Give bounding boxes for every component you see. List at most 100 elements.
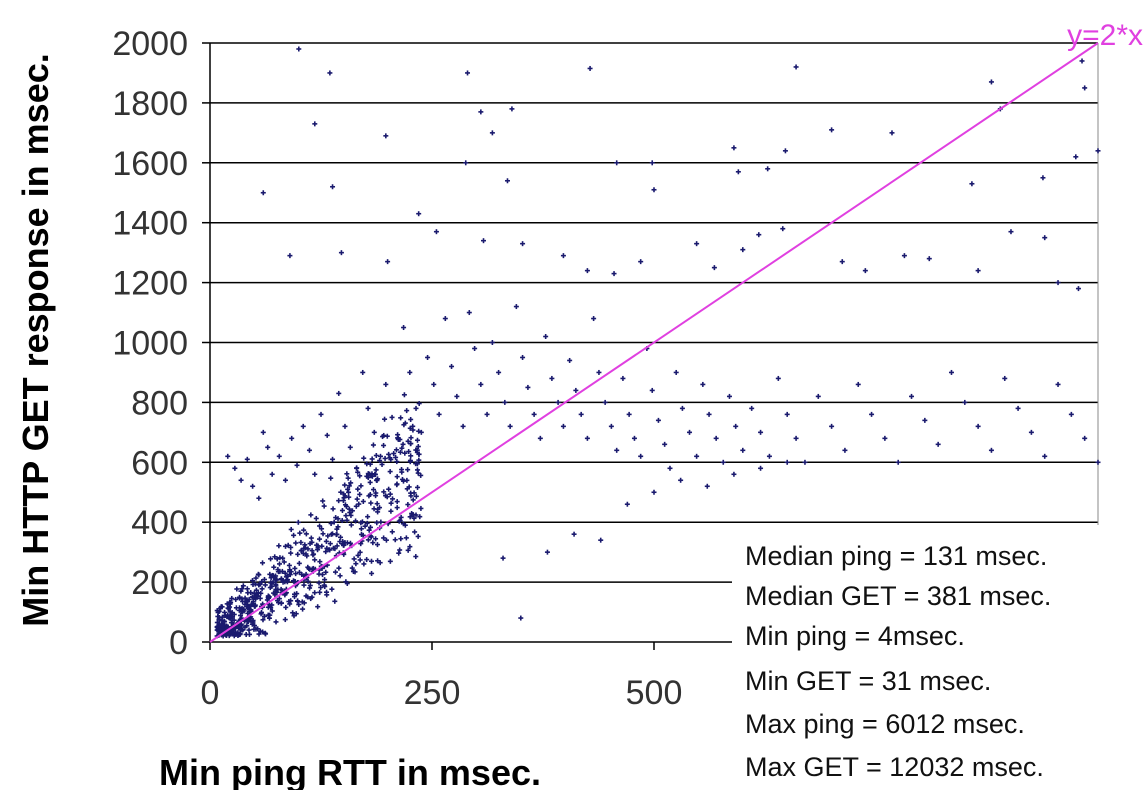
data-point: [342, 502, 348, 508]
data-point: [740, 247, 746, 253]
data-point: [399, 469, 405, 475]
stat-max-ping: Max ping = 6012 msec.: [745, 709, 1025, 739]
data-point: [229, 630, 235, 636]
data-point: [312, 471, 318, 477]
data-point: [253, 592, 259, 598]
data-point: [463, 160, 469, 166]
data-point: [383, 133, 389, 139]
data-point: [364, 473, 370, 479]
data-point: [265, 444, 271, 450]
data-point: [333, 569, 339, 575]
data-point: [348, 480, 354, 486]
data-point: [360, 498, 366, 504]
data-point: [679, 405, 685, 411]
data-point: [720, 459, 726, 465]
data-point: [687, 429, 693, 435]
data-point: [265, 593, 271, 599]
data-point: [276, 543, 282, 549]
data-point: [294, 462, 300, 468]
data-point: [740, 447, 746, 453]
data-point: [335, 524, 341, 530]
data-point: [839, 259, 845, 265]
y-axis-title: Min HTTP GET response in msec.: [15, 53, 56, 626]
data-point: [381, 489, 387, 495]
data-point: [460, 423, 466, 429]
data-point: [591, 316, 597, 322]
data-point: [1008, 229, 1014, 235]
data-point: [357, 473, 363, 479]
x-tick-label: 250: [404, 674, 461, 712]
data-point: [1040, 175, 1046, 181]
data-point: [342, 482, 348, 488]
y-tick-label: 1400: [112, 205, 188, 243]
data-point: [397, 517, 403, 523]
data-point: [1095, 459, 1101, 465]
data-point: [277, 555, 283, 561]
data-point: [638, 453, 644, 459]
data-point: [406, 449, 412, 455]
data-point: [394, 474, 400, 480]
data-point: [250, 483, 256, 489]
data-point: [525, 384, 531, 390]
data-point: [255, 626, 261, 632]
data-point: [584, 435, 590, 441]
data-point: [278, 577, 284, 583]
data-point: [975, 423, 981, 429]
data-point: [587, 65, 593, 71]
data-point: [261, 576, 267, 582]
data-point: [398, 514, 404, 520]
data-point: [484, 411, 490, 417]
data-point: [249, 621, 255, 627]
data-point: [259, 609, 265, 615]
data-point: [694, 241, 700, 247]
data-point: [301, 527, 307, 533]
data-point: [549, 375, 555, 381]
data-point: [417, 514, 423, 520]
data-point: [394, 481, 400, 487]
data-point: [358, 483, 364, 489]
data-point: [975, 268, 981, 274]
data-point: [408, 493, 414, 499]
data-point: [513, 304, 519, 310]
data-point: [386, 451, 392, 457]
data-point: [312, 557, 318, 563]
data-point: [793, 435, 799, 441]
tick-labels: 0 200 400 600 800 1000 1200 1400 1600 1800 2000 0 25…: [112, 25, 682, 712]
data-point: [571, 531, 577, 537]
data-point: [375, 558, 381, 564]
data-point: [230, 614, 236, 620]
data-point: [328, 521, 334, 527]
data-point: [608, 423, 614, 429]
data-point: [518, 615, 524, 621]
data-point: [496, 369, 502, 375]
data-point: [357, 491, 363, 497]
data-point: [239, 586, 245, 592]
data-point: [1042, 453, 1048, 459]
y-tick-label: 1000: [112, 325, 188, 363]
data-point: [257, 628, 263, 634]
data-point: [749, 405, 755, 411]
data-point: [268, 556, 274, 562]
data-point: [418, 429, 424, 435]
data-point: [370, 540, 376, 546]
data-point: [374, 501, 380, 507]
data-point: [330, 184, 336, 190]
data-point: [578, 411, 584, 417]
data-point: [346, 483, 352, 489]
data-point: [388, 508, 394, 514]
data-point: [793, 64, 799, 70]
data-point: [312, 121, 318, 127]
data-point: [410, 497, 416, 503]
data-point: [407, 458, 413, 464]
data-point: [321, 582, 327, 588]
data-point: [377, 458, 383, 464]
data-point: [324, 432, 330, 438]
data-point: [330, 531, 336, 537]
data-point: [382, 455, 388, 461]
data-point: [1082, 435, 1088, 441]
data-point: [631, 435, 637, 441]
data-point: [335, 516, 341, 522]
data-point: [306, 566, 312, 572]
data-point: [397, 547, 403, 553]
data-point: [543, 334, 549, 340]
